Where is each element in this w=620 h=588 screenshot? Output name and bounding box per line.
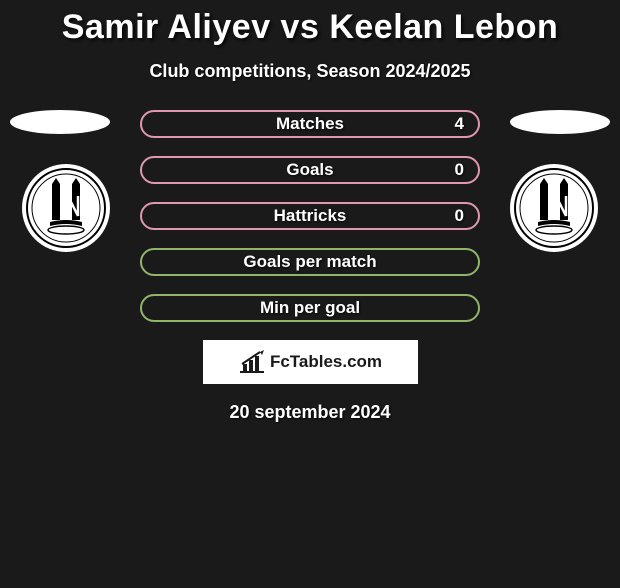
brand-box[interactable]: FcTables.com <box>203 340 418 384</box>
stat-value: 0 <box>455 158 464 182</box>
comparison-content: Matches 4 Goals 0 Hattricks 0 Goals per … <box>0 110 620 423</box>
stat-row-hattricks: Hattricks 0 <box>140 202 480 230</box>
stats-container: Matches 4 Goals 0 Hattricks 0 Goals per … <box>140 110 480 322</box>
stat-row-goals-per-match: Goals per match <box>140 248 480 276</box>
brand-label: FcTables.com <box>270 352 382 372</box>
stat-label: Min per goal <box>260 296 360 320</box>
club-logo-icon <box>514 168 594 248</box>
stat-value: 0 <box>455 204 464 228</box>
stat-row-min-per-goal: Min per goal <box>140 294 480 322</box>
stat-row-matches: Matches 4 <box>140 110 480 138</box>
page-subtitle: Club competitions, Season 2024/2025 <box>0 61 620 82</box>
date-label: 20 september 2024 <box>0 402 620 423</box>
page-title: Samir Aliyev vs Keelan Lebon <box>0 8 620 47</box>
stat-label: Hattricks <box>274 204 347 228</box>
stat-label: Matches <box>276 112 344 136</box>
right-club-logo <box>510 164 598 252</box>
stat-label: Goals per match <box>243 250 376 274</box>
stat-value: 4 <box>455 112 464 136</box>
stat-row-goals: Goals 0 <box>140 156 480 184</box>
chart-icon <box>238 350 266 374</box>
right-player-placeholder <box>510 110 610 134</box>
left-player-placeholder <box>10 110 110 134</box>
stat-label: Goals <box>286 158 333 182</box>
club-logo-icon <box>26 168 106 248</box>
left-club-logo <box>22 164 110 252</box>
